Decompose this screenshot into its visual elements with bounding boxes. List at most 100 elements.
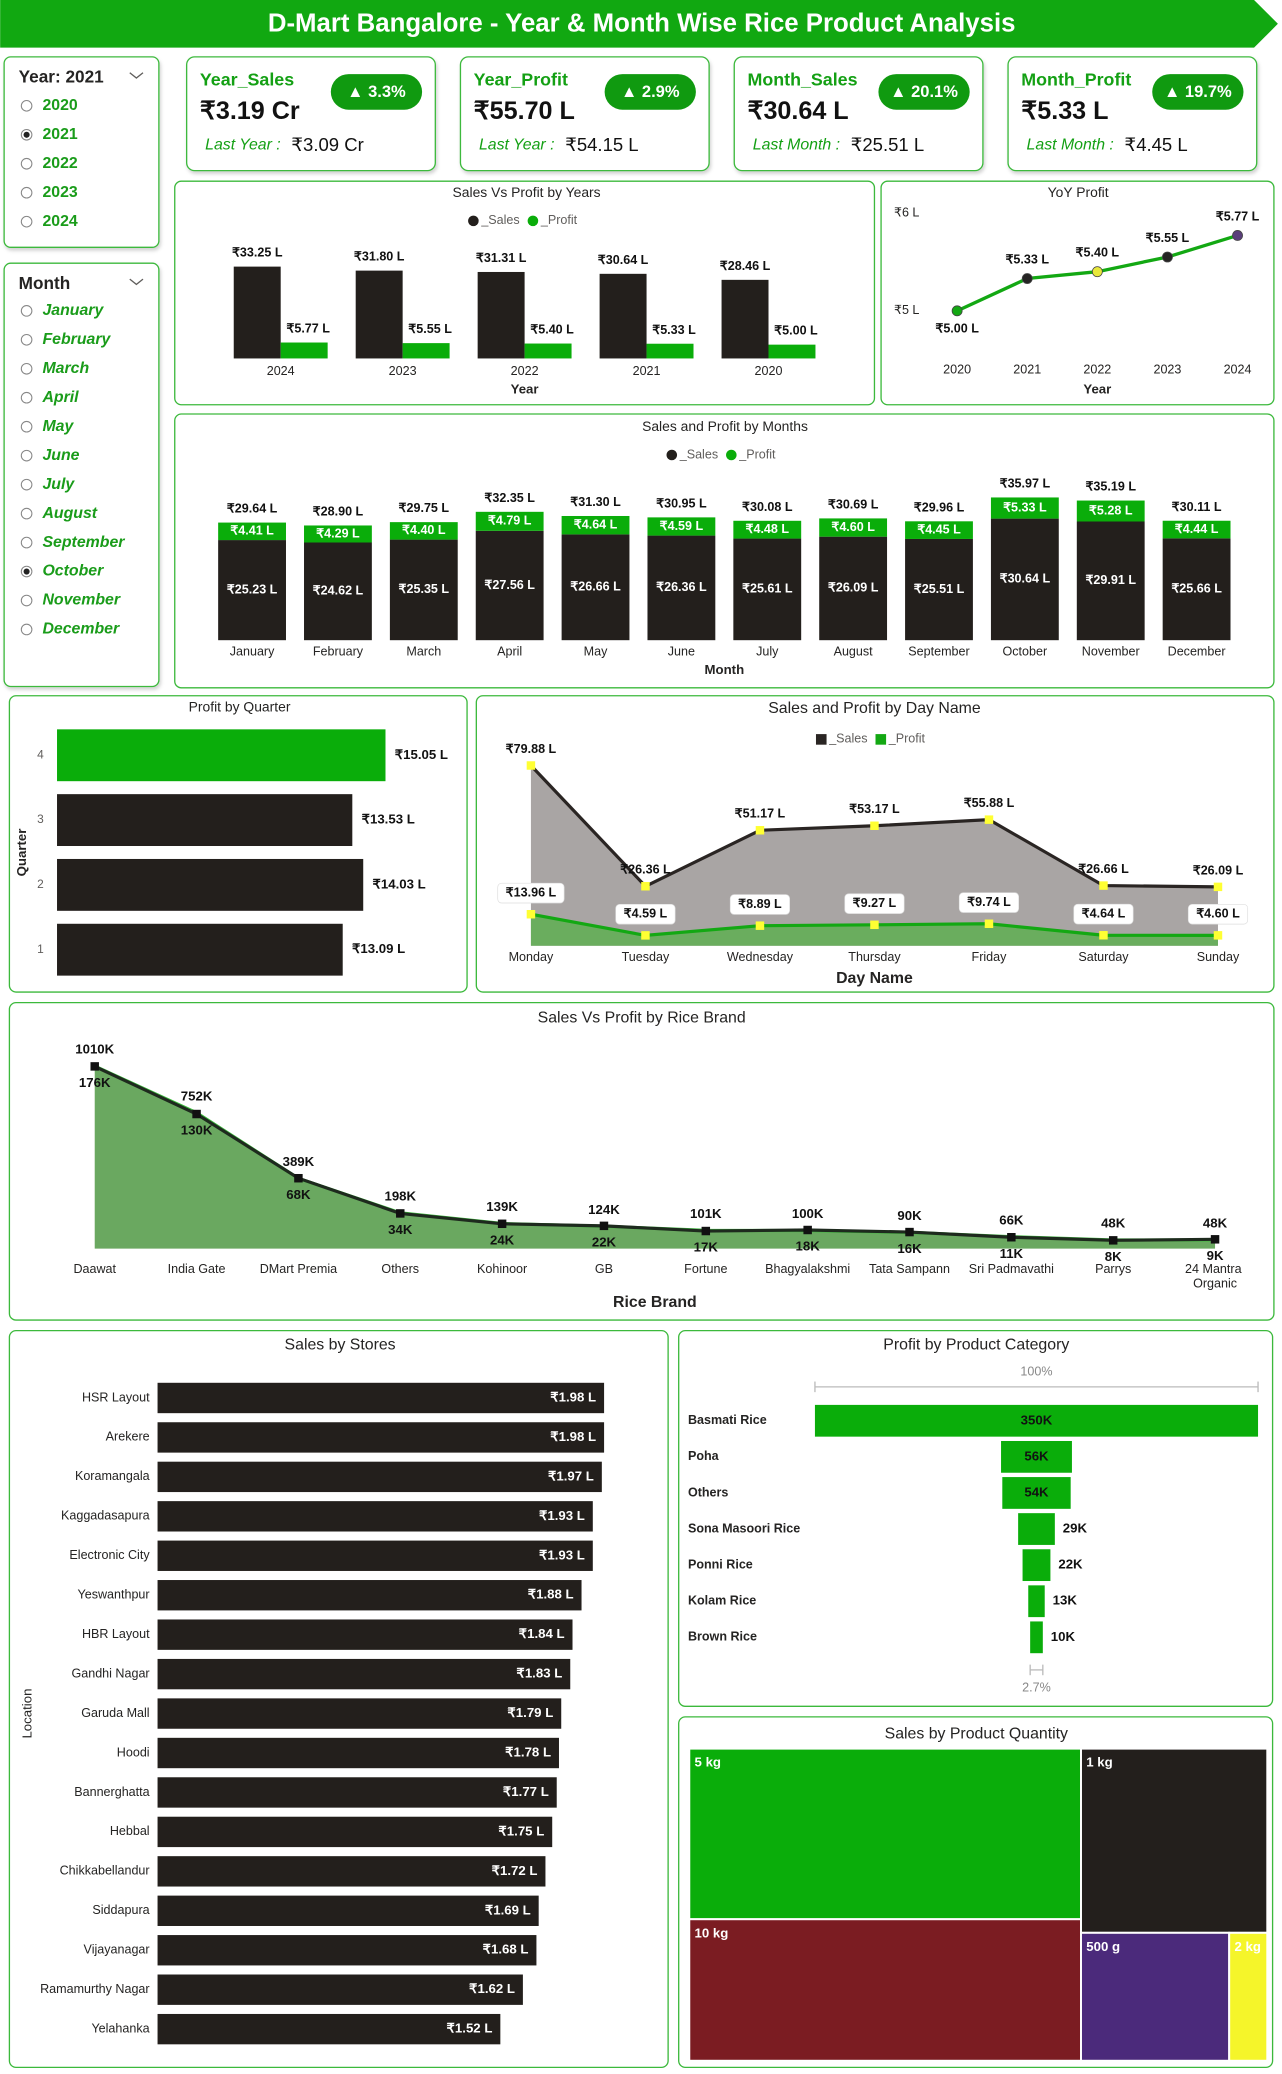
bar (157, 1698, 562, 1729)
slicer-option[interactable]: February (42, 331, 111, 348)
kpi-title: Year_Sales (200, 69, 294, 89)
radio-button[interactable] (20, 186, 33, 199)
x-tick-label: Parrys (1095, 1262, 1131, 1276)
radio-button[interactable] (20, 478, 33, 491)
treemap-cell (688, 1918, 1082, 2062)
slicer-option[interactable]: July (42, 476, 75, 493)
radio-button[interactable] (20, 594, 33, 607)
data-label: 54K (1024, 1484, 1049, 1499)
x-tick-label-line: Organic (1193, 1277, 1237, 1291)
data-label: ₹1.84 L (519, 1626, 565, 1641)
y-tick-label: Siddapura (92, 1903, 149, 1917)
y-tick-label: 1 (37, 942, 44, 956)
radio-button[interactable] (20, 333, 33, 346)
data-label: ₹26.66 L (570, 580, 621, 594)
data-label: ₹4.44 L (1175, 522, 1219, 536)
y-tick-label: Chikkabellandur (60, 1864, 150, 1878)
data-label: ₹53.17 L (849, 802, 900, 816)
x-tick-label: 2024 (1224, 363, 1252, 377)
data-label: 101K (690, 1206, 722, 1221)
kpi-change: ▲ 20.1% (890, 82, 958, 101)
slicer-option[interactable]: 2022 (42, 155, 77, 172)
marker (526, 761, 536, 770)
slicer-option[interactable]: May (42, 418, 74, 435)
slicer-option[interactable]: October (42, 563, 104, 580)
x-tick-label: 2020 (755, 364, 783, 378)
radio-button[interactable] (20, 507, 33, 520)
kpi-title: Month_Sales (747, 69, 857, 89)
kpi-compare-label: Last Month : (1027, 137, 1114, 154)
bar-segment (905, 521, 973, 539)
legend-label: _Profit (738, 447, 776, 461)
y-tick-label: Vijayanagar (84, 1943, 150, 1957)
slicer-chevron[interactable] (129, 278, 144, 286)
data-label: 8K (1105, 1249, 1122, 1264)
marker (526, 910, 536, 919)
x-tick-label: September (908, 644, 969, 658)
slicer-option[interactable]: June (42, 447, 79, 464)
radio-button[interactable] (20, 449, 33, 462)
marker (1099, 881, 1108, 890)
slicer-chevron[interactable] (129, 72, 144, 79)
data-label: ₹1.52 L (447, 2021, 493, 2036)
data-label: 66K (999, 1212, 1024, 1227)
month-slicer-panel (3, 262, 160, 688)
slicer-option[interactable]: April (41, 389, 79, 406)
slicer-option[interactable]: January (42, 302, 104, 319)
y-tick-label: ₹6 L (894, 205, 919, 219)
kpi-badge (604, 74, 696, 110)
chart-title: Sales by Stores (285, 1336, 396, 1353)
x-tick-label: Sri Padmavathi (969, 1262, 1054, 1276)
slicer-option[interactable]: 2021 (42, 126, 77, 143)
y-tick-label: ₹5 L (894, 303, 919, 317)
bar (280, 342, 328, 359)
slicer-option[interactable]: December (42, 621, 120, 638)
data-label: ₹1.62 L (469, 1981, 515, 1996)
radio-button[interactable] (20, 391, 33, 404)
data-label: ₹5.33 L (1003, 500, 1047, 514)
slicer-option[interactable]: August (41, 505, 97, 522)
radio-button[interactable] (20, 99, 33, 112)
kpi-compare-label: Last Year : (479, 137, 555, 154)
slicer-option[interactable]: September (42, 534, 125, 551)
radio-button[interactable] (20, 215, 33, 228)
x-tick-label: December (1168, 644, 1226, 658)
line-marker (1021, 273, 1033, 284)
data-label: ₹13.09 L (352, 941, 405, 956)
data-label: 24K (490, 1232, 515, 1247)
chart-title: Sales by Product Quantity (885, 1725, 1068, 1742)
radio-button[interactable] (20, 623, 33, 636)
data-label: ₹5.40 L (1076, 245, 1120, 259)
radio-button[interactable] (20, 420, 33, 433)
data-label: ₹9.27 L (853, 896, 897, 910)
data-label-box (1187, 903, 1249, 925)
bar (233, 266, 281, 359)
slicer-option[interactable]: 2024 (42, 213, 77, 230)
bar (157, 1501, 593, 1532)
radio-button[interactable] (20, 305, 33, 317)
total-label: ₹29.64 L (227, 502, 278, 516)
y-tick-label: Ramamurthy Nagar (40, 1982, 149, 1996)
treemap-label: 5 kg (695, 1755, 721, 1770)
slicer-option[interactable]: 2020 (42, 97, 77, 114)
slicer-option[interactable]: 2023 (42, 184, 77, 201)
radio-button[interactable] (20, 536, 33, 549)
slicer-title: Month (19, 273, 71, 293)
slicer-option[interactable]: March (42, 360, 89, 377)
data-label: ₹33.25 L (232, 246, 283, 260)
total-label: ₹31.30 L (570, 495, 621, 509)
data-label: ₹4.59 L (624, 907, 668, 921)
x-tick-label: Sunday (1197, 950, 1240, 964)
bar (157, 1658, 571, 1690)
radio-button[interactable] (20, 157, 33, 170)
x-tick-label: Tata Sampann (869, 1262, 950, 1276)
x-tick-label: India Gate (168, 1262, 226, 1276)
data-label: ₹1.97 L (548, 1468, 594, 1483)
x-tick-label: Others (381, 1262, 419, 1276)
slicer-option[interactable]: November (42, 592, 120, 609)
bar-segment (990, 497, 1059, 519)
radio-button[interactable] (20, 362, 33, 375)
marker (803, 1225, 812, 1235)
total-label: ₹30.11 L (1172, 500, 1222, 514)
